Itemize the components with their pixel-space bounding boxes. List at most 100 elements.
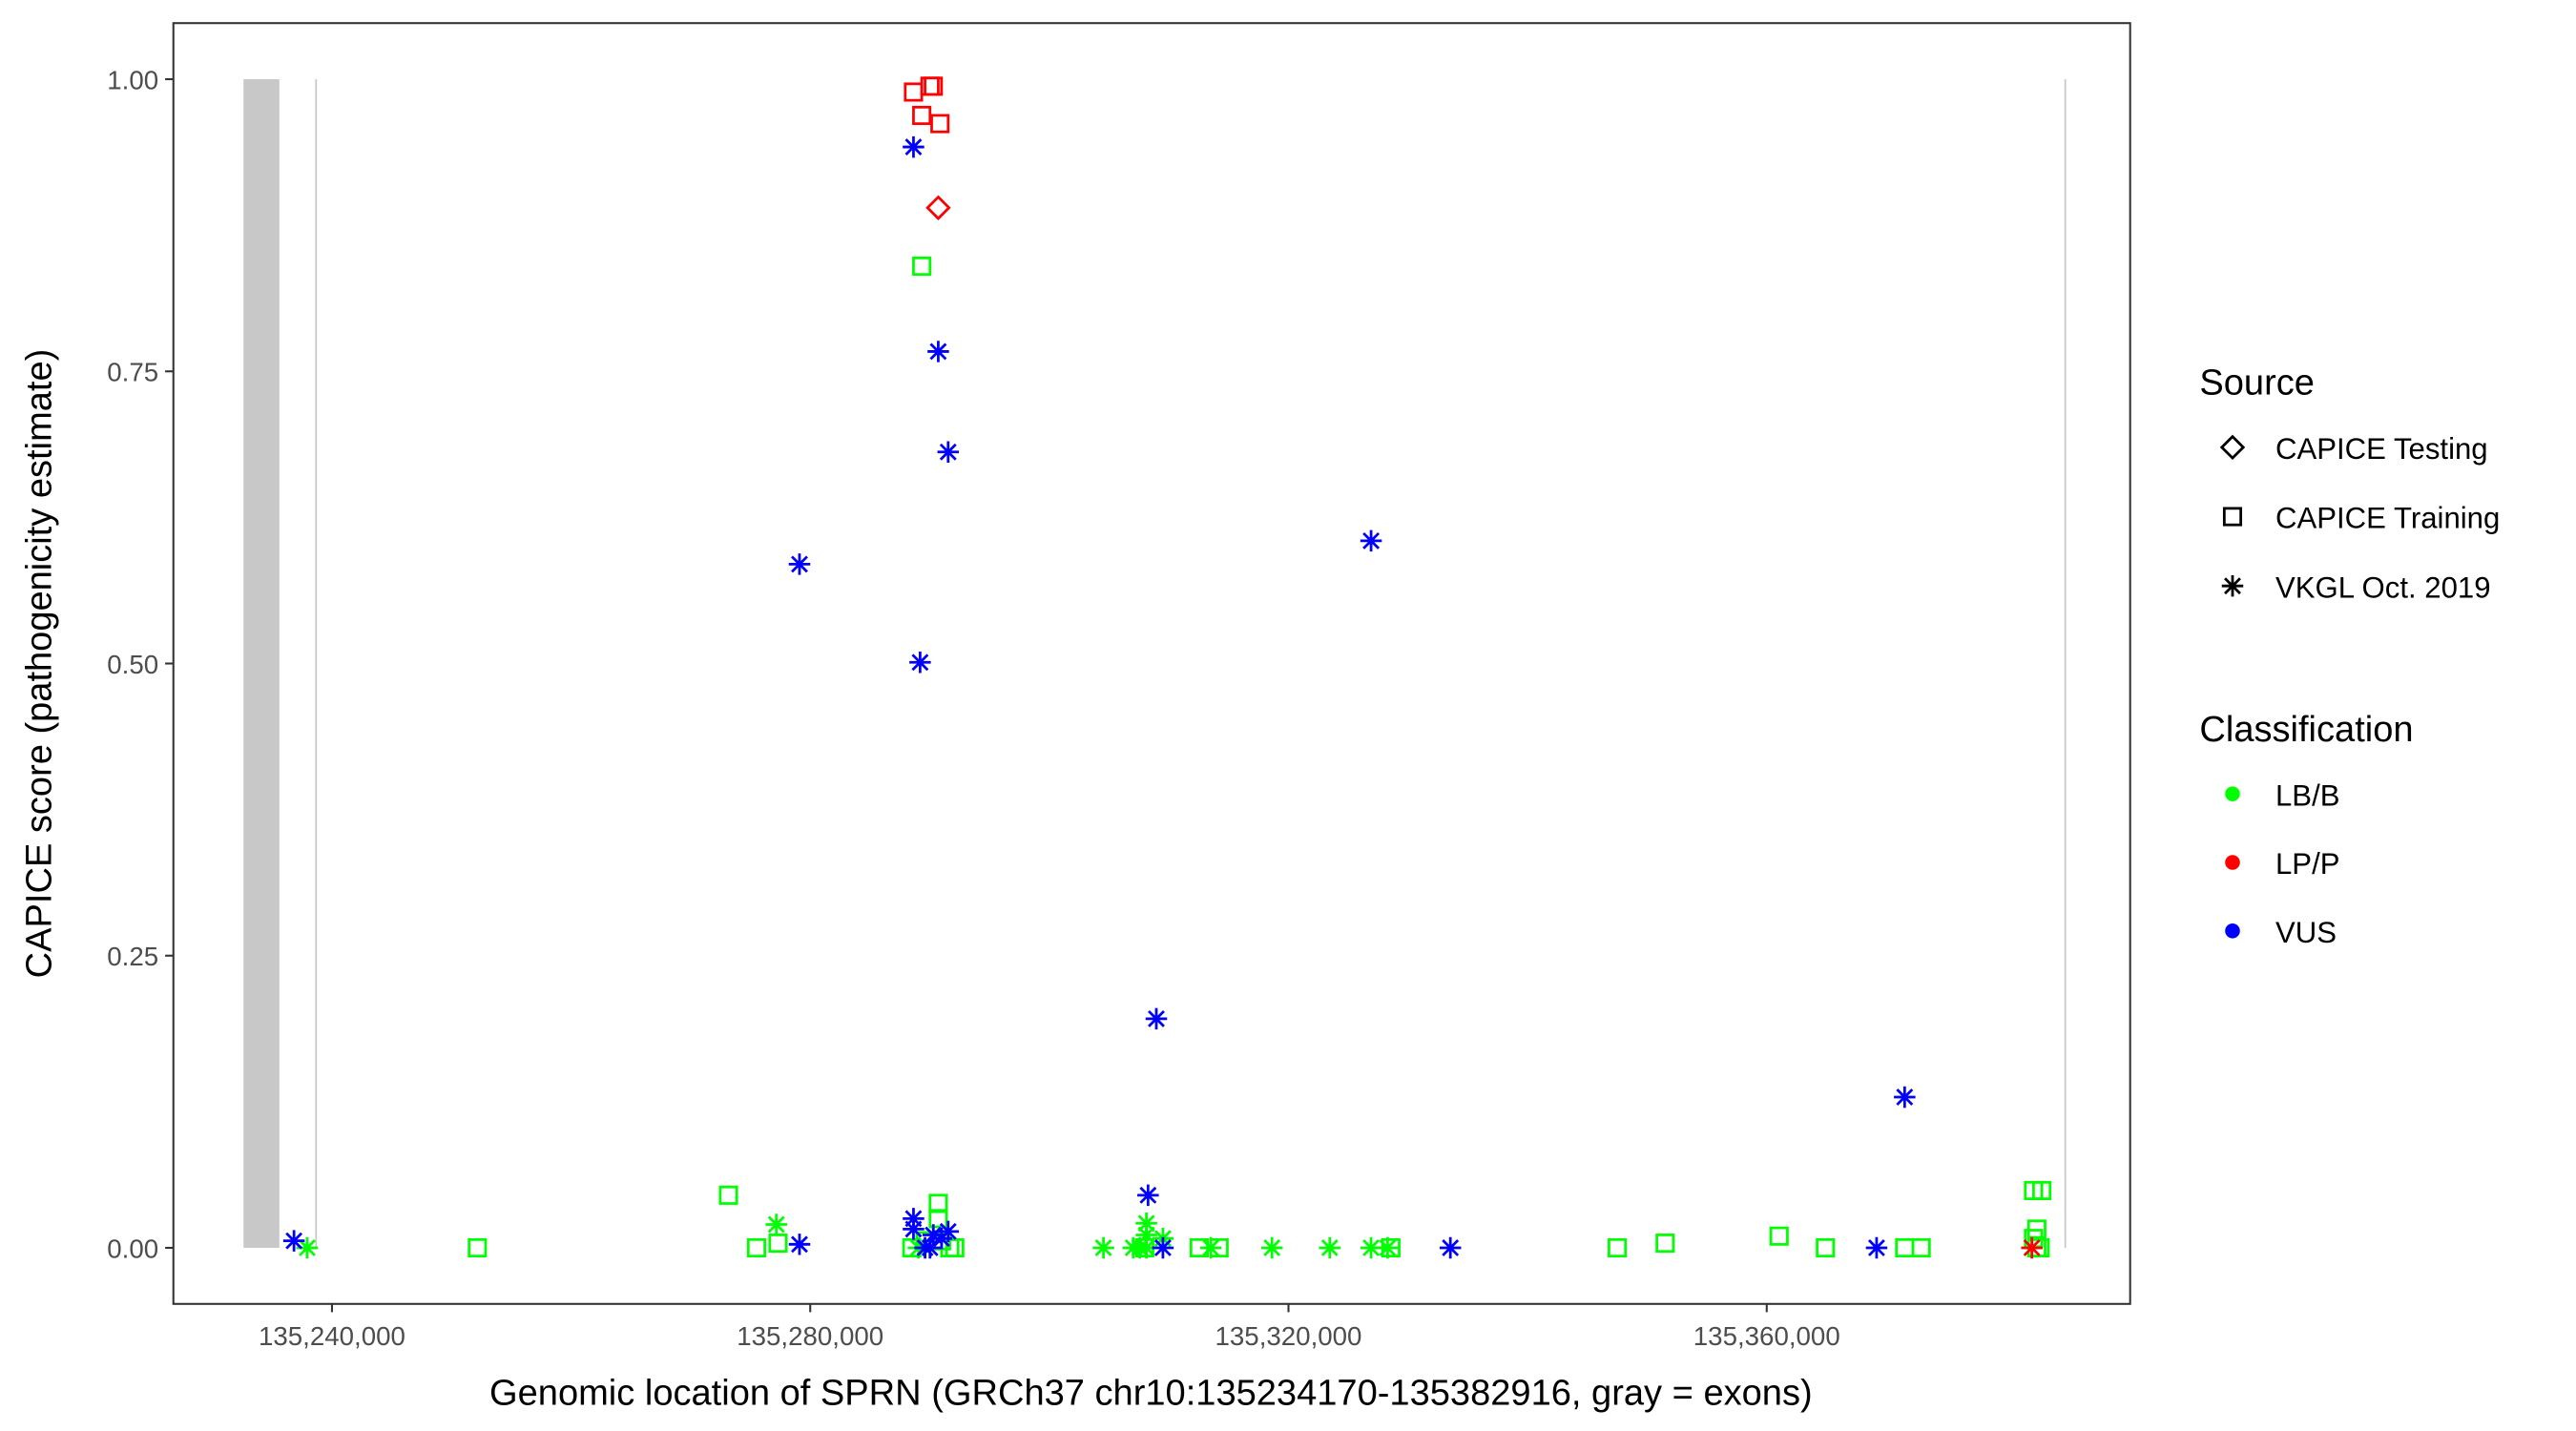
data-point [1137, 1184, 1159, 1207]
asterisk-marker [927, 341, 949, 363]
square-marker [912, 105, 932, 126]
square-marker [1816, 1237, 1836, 1258]
asterisk-marker [919, 1236, 942, 1259]
asterisk-marker [903, 1218, 924, 1240]
asterisk-marker [1260, 1236, 1283, 1259]
data-point [927, 341, 949, 363]
data-point [746, 1237, 767, 1258]
legend: Source Classification CAPICE Testing CAPI… [2199, 363, 2500, 949]
asterisk-marker [1894, 1086, 1916, 1109]
asterisk-marker [1137, 1184, 1159, 1207]
legend-item-classification: VUS [2225, 916, 2337, 949]
x-tick-label: 135,280,000 [737, 1321, 883, 1351]
legend-item-source: VKGL Oct. 2019 [2221, 570, 2491, 604]
square-marker [768, 1234, 788, 1254]
data-point [1894, 1086, 1916, 1109]
x-axis: 135,240,000 135,280,000 135,320,000 135,360… [259, 1303, 1840, 1351]
data-point [467, 1237, 488, 1258]
x-axis-title: Genomic location of SPRN (GRCh37 chr10:1… [489, 1373, 1813, 1413]
square-icon [2222, 507, 2243, 527]
legend-item-source: CAPICE Training [2222, 502, 2500, 535]
x-tick-label: 135,360,000 [1693, 1321, 1840, 1351]
data-point [912, 105, 932, 126]
data-point [924, 76, 944, 96]
square-marker [1895, 1237, 1915, 1258]
data-point [925, 195, 951, 220]
asterisk-marker [1135, 1224, 1157, 1246]
data-point [904, 82, 924, 102]
data-points [282, 76, 2052, 1259]
legend-item-source: CAPICE Testing [2219, 432, 2488, 466]
data-point [1145, 1007, 1168, 1030]
legend-title-source: Source [2199, 363, 2315, 404]
diamond-icon [2219, 434, 2246, 461]
data-point [1135, 1213, 1157, 1234]
asterisk-marker [1360, 1236, 1382, 1259]
diamond-marker [925, 195, 951, 220]
data-point [1152, 1236, 1174, 1259]
data-point [1608, 1237, 1628, 1258]
asterisk-marker [1439, 1236, 1462, 1259]
data-point [1260, 1236, 1283, 1259]
data-point [1865, 1236, 1888, 1259]
asterisk-marker [1092, 1236, 1114, 1259]
data-point [1319, 1236, 1341, 1259]
asterisk-marker [1135, 1236, 1157, 1259]
data-point [2021, 1236, 2043, 1259]
legend-label: VKGL Oct. 2019 [2275, 570, 2491, 604]
dot-icon [2225, 855, 2240, 870]
dot-icon [2225, 923, 2240, 939]
data-point [788, 553, 811, 575]
square-marker [746, 1237, 767, 1258]
y-axis-title: CAPICE score (pathogenicity estimate) [20, 349, 60, 979]
asterisk-marker [937, 1220, 960, 1243]
plot-panel-border [172, 22, 2131, 1305]
exon-band [243, 79, 280, 1248]
diamond-marker [2219, 434, 2246, 461]
data-point [919, 1236, 942, 1259]
data-point [1135, 1236, 1157, 1259]
legend-label: CAPICE Testing [2275, 432, 2488, 466]
dot-marker [2225, 923, 2240, 939]
asterisk-marker [1865, 1236, 1888, 1259]
data-point [1377, 1236, 1399, 1259]
data-point [788, 1234, 811, 1255]
data-point [903, 135, 924, 158]
data-point [909, 652, 931, 674]
y-tick-label: 0.50 [107, 650, 158, 679]
data-point [1092, 1236, 1114, 1259]
square-marker [1655, 1234, 1675, 1254]
asterisk-marker [765, 1213, 787, 1235]
data-point [937, 1220, 960, 1243]
asterisk-marker [1152, 1236, 1174, 1259]
exon-band [2064, 79, 2067, 1248]
legend-label: VUS [2275, 916, 2337, 949]
data-point [1439, 1236, 1462, 1259]
y-axis: 0.00 0.25 0.50 0.75 1.00 [107, 65, 174, 1263]
legend-item-classification: LP/P [2225, 847, 2339, 881]
square-marker [1608, 1237, 1628, 1258]
data-point [768, 1234, 788, 1254]
square-marker [930, 114, 950, 134]
legend-item-classification: LB/B [2225, 778, 2339, 812]
x-tick-label: 135,240,000 [259, 1321, 405, 1351]
square-marker [904, 82, 924, 102]
data-point [1911, 1237, 1931, 1258]
data-point [1895, 1237, 1915, 1258]
data-point [930, 114, 950, 134]
square-marker [924, 76, 944, 96]
asterisk-marker [1199, 1236, 1222, 1259]
asterisk-marker [1360, 529, 1382, 552]
asterisk-marker [1145, 1007, 1168, 1030]
asterisk-marker [937, 441, 960, 464]
data-point [1816, 1237, 1836, 1258]
asterisk-marker [1135, 1213, 1157, 1234]
data-point [296, 1236, 319, 1259]
square-marker [1911, 1237, 1931, 1258]
data-point [1360, 1236, 1382, 1259]
y-tick-label: 0.00 [107, 1234, 158, 1263]
data-point [1360, 529, 1382, 552]
asterisk-marker [2021, 1236, 2043, 1259]
data-point [928, 1209, 948, 1229]
